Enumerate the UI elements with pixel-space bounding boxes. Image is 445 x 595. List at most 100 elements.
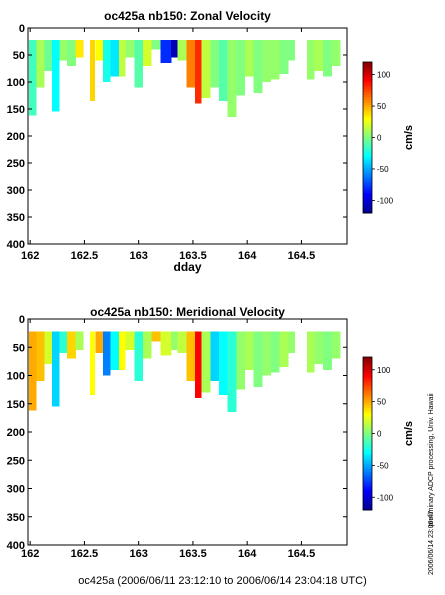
y-tick-label: 50 [13, 50, 25, 62]
velocity-column [125, 39, 135, 58]
velocity-column [331, 39, 341, 66]
velocity-column [195, 331, 202, 399]
colorbar-segment [363, 461, 372, 465]
colorbar-segment [363, 484, 372, 488]
velocity-column [119, 39, 126, 77]
colorbar-segment [363, 145, 372, 149]
y-tick-label: 100 [7, 77, 25, 89]
velocity-column [171, 331, 178, 350]
colorbar-segment [363, 359, 372, 363]
colorbar-segment [363, 466, 372, 470]
colorbar-segment [363, 182, 372, 186]
colorbar-segment [363, 99, 372, 103]
velocity-column [314, 39, 324, 72]
velocity-column [245, 39, 254, 77]
velocity-column [227, 39, 237, 118]
colorbar-segment [363, 102, 372, 106]
velocity-column [75, 39, 84, 58]
colorbar-segment [363, 446, 372, 450]
colorbar-segment [363, 400, 372, 404]
colorbar-segment [363, 112, 372, 116]
colorbar-segment [363, 157, 372, 161]
velocity-column [134, 39, 143, 88]
colorbar-segment [363, 140, 372, 144]
colorbar-tick-label: 100 [377, 71, 391, 80]
colorbar-segment [363, 202, 372, 207]
colorbar-segment [363, 97, 372, 101]
colorbar-segment [363, 438, 372, 442]
colorbar-segment [363, 172, 372, 176]
velocity-column [102, 331, 111, 376]
velocity-column [143, 39, 152, 66]
colorbar-segment [363, 127, 372, 131]
colorbar-segment [363, 489, 372, 493]
colorbar-segment [363, 497, 372, 501]
colorbar-segment [363, 197, 372, 202]
velocity-column [143, 331, 152, 359]
chart-title: oc425a nb150: Meridional Velocity [90, 305, 285, 319]
colorbar-segment [363, 453, 372, 458]
velocity-column [219, 331, 228, 396]
colorbar-segment [363, 405, 372, 409]
velocity-column [195, 39, 202, 104]
data-columns [29, 331, 341, 413]
panel-meridional: oc425a nb150: Meridional Velocity0501001… [7, 305, 415, 560]
colorbar-segment [363, 87, 372, 91]
footer-caption: oc425a (2006/06/11 23:12:10 to 2006/06/1… [78, 575, 367, 587]
colorbar-segment [363, 382, 372, 386]
colorbar-segment [363, 79, 372, 83]
colorbar-segment [363, 195, 372, 199]
velocity-column [151, 331, 161, 342]
colorbar-segment [363, 476, 372, 480]
colorbar-segment [363, 448, 372, 452]
colorbar-segment [363, 160, 372, 164]
velocity-column [59, 331, 68, 353]
colorbar-segment [363, 392, 372, 396]
colorbar-segment [363, 77, 372, 81]
colorbar-segment [363, 104, 372, 108]
velocity-column [236, 39, 245, 96]
colorbar-segment [363, 114, 372, 118]
colorbar-segment [363, 190, 372, 194]
colorbar-segment [363, 436, 372, 440]
velocity-column [134, 331, 143, 382]
y-tick-label: 150 [7, 399, 25, 411]
colorbar-tick-label: 0 [377, 430, 382, 439]
colorbar-segment [363, 180, 372, 184]
velocity-column [67, 39, 76, 66]
velocity-column [110, 39, 120, 77]
colorbar-segment [363, 150, 372, 154]
x-tick-label: 164 [238, 250, 257, 262]
velocity-column [36, 39, 45, 88]
y-tick-label: 400 [7, 540, 25, 552]
velocity-column [288, 331, 295, 353]
data-columns [29, 39, 341, 118]
colorbar-segment [363, 367, 372, 371]
colorbar-segment [363, 441, 372, 445]
colorbar-segment [363, 74, 372, 78]
colorbar-segment [363, 451, 372, 455]
x-tick-label: 163 [129, 250, 147, 262]
colorbar-segment [363, 92, 372, 96]
velocity-column [227, 331, 237, 413]
colorbar-segment [363, 502, 372, 506]
colorbar-segment [363, 362, 372, 366]
colorbar-segment [363, 72, 372, 76]
velocity-column [95, 331, 103, 353]
colorbar-segment [363, 387, 372, 391]
velocity-column [331, 331, 341, 359]
y-tick-label: 0 [19, 23, 25, 35]
velocity-column [29, 39, 37, 116]
colorbar-segment [363, 89, 372, 93]
velocity-column [219, 39, 228, 101]
colorbar-tick-label: -50 [377, 165, 389, 174]
colorbar-segment [363, 433, 372, 437]
colorbar-segment [363, 82, 372, 86]
x-tick-label: 164.5 [288, 548, 316, 560]
colorbar-segment [363, 147, 372, 151]
velocity-column [210, 39, 219, 88]
colorbar-segment [363, 410, 372, 414]
colorbar-segment [363, 205, 372, 209]
velocity-column [279, 39, 289, 74]
x-axis-label: dday [173, 260, 201, 274]
